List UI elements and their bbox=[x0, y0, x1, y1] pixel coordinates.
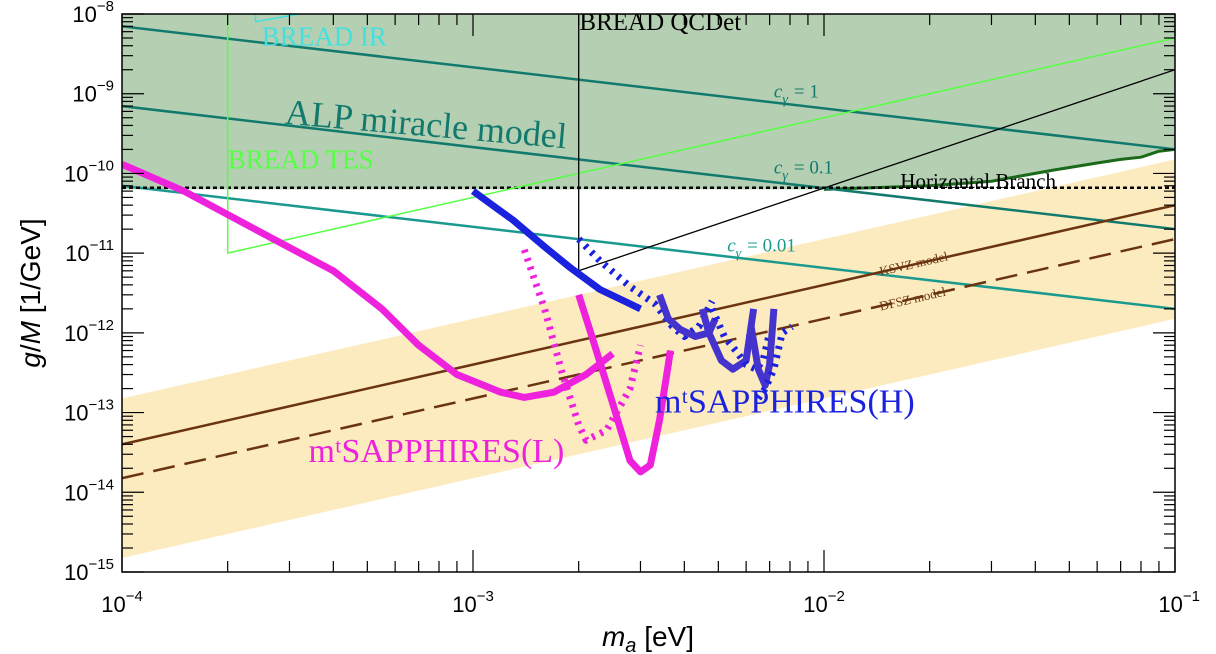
series-line-11 bbox=[575, 293, 674, 476]
series-line-15 bbox=[698, 307, 758, 373]
x-tick-label: 10−4 bbox=[101, 588, 143, 617]
annotation-horizontal-branch: Horizontal Branch bbox=[900, 169, 1056, 193]
series-line-16 bbox=[708, 307, 774, 373]
annotation-c-gamma-001: cγ = 0.01 bbox=[727, 236, 796, 262]
series-line-5 bbox=[122, 237, 1175, 480]
y-tick-label: 10−10 bbox=[64, 157, 114, 186]
y-tick-label: 10−12 bbox=[64, 317, 114, 346]
annotation-bread-ir: BREAD IR bbox=[262, 22, 387, 52]
y-tick-label: 10−8 bbox=[72, 0, 114, 27]
annotation-sapphires-h: mᵗSAPPHIRES(H) bbox=[655, 384, 915, 421]
plot-frame bbox=[121, 13, 1176, 573]
annotation-sapphires-l: mᵗSAPPHIRES(L) bbox=[309, 433, 565, 470]
series-line-12 bbox=[470, 188, 643, 313]
series-line-13 bbox=[576, 236, 716, 340]
series-line-9 bbox=[122, 161, 615, 401]
annotation-bread-qcdet: BREAD QCDet bbox=[579, 9, 741, 36]
series-line-7 bbox=[254, 14, 300, 23]
y-tick-label: 10−13 bbox=[64, 397, 114, 426]
series-line-17 bbox=[747, 308, 778, 389]
curves bbox=[122, 14, 1175, 480]
qcd-axion-band bbox=[122, 159, 1175, 558]
x-tick-label: 10−3 bbox=[452, 588, 494, 617]
y-tick-label: 10−15 bbox=[64, 556, 114, 585]
y-axis-title: g/M [1/GeV] bbox=[15, 218, 46, 367]
y-tick-label: 10−11 bbox=[65, 237, 114, 266]
annotation-bread-tes: BREAD TES bbox=[228, 145, 374, 175]
excluded-region-edge bbox=[823, 147, 1175, 191]
annotation-c-gamma-01: cγ = 0.1 bbox=[774, 157, 833, 183]
x-axis-title: ma [eV] bbox=[602, 621, 694, 654]
shaded-regions bbox=[122, 14, 1175, 558]
y-tick-label: 10−9 bbox=[72, 78, 114, 107]
series-line-10 bbox=[520, 248, 644, 444]
series-line-6 bbox=[226, 14, 1175, 254]
annotation-c-gamma-1: cγ = 1 bbox=[774, 81, 819, 107]
x-tick-label: 10−1 bbox=[1158, 588, 1200, 617]
series-line-4 bbox=[122, 203, 1175, 446]
x-tick-label: 10−2 bbox=[803, 588, 845, 617]
plot-axes: 10−4 10−3 10−2 10−1 10−15 10−14 10−13 10−12 10−1… bbox=[64, 0, 1200, 617]
series-line-18 bbox=[755, 323, 794, 401]
y-tick-label: 10−14 bbox=[64, 476, 114, 505]
series-line-1 bbox=[122, 104, 1175, 231]
